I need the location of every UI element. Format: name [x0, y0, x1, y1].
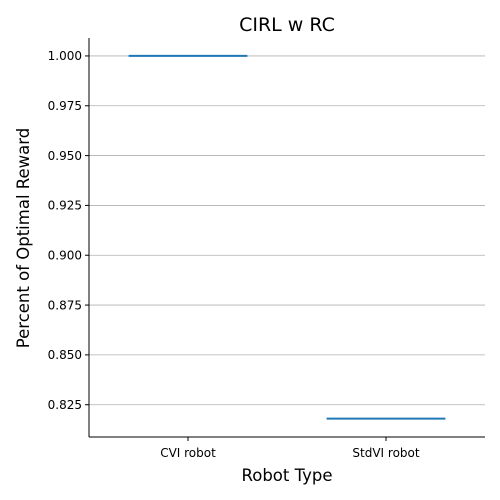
y-axis-label: Percent of Optimal Reward: [14, 128, 33, 348]
x-axis-label: Robot Type: [242, 466, 333, 485]
data-marks: [128, 54, 446, 420]
y-tick-label: 0.850: [48, 348, 82, 362]
y-tick-label: 0.875: [48, 298, 82, 312]
x-tick-label: CVI robot: [160, 446, 216, 460]
y-tick-label: 0.950: [48, 149, 82, 163]
y-tick-label: 0.975: [48, 99, 82, 113]
y-tick-label: 0.900: [48, 249, 82, 263]
y-tick-label: 0.925: [48, 199, 82, 213]
y-tick-label: 0.825: [48, 398, 82, 412]
y-tick-label: 1.000: [48, 49, 82, 63]
x-tick-label: StdVI robot: [352, 446, 419, 460]
y-ticks: 0.825 0.850 0.875 0.900 0.925 0.950 0.975 1.000: [48, 49, 89, 412]
chart-title: CIRL w RC: [239, 14, 335, 36]
x-ticks: CVI robot StdVI robot: [160, 437, 420, 460]
y-gridlines: [89, 55, 485, 406]
